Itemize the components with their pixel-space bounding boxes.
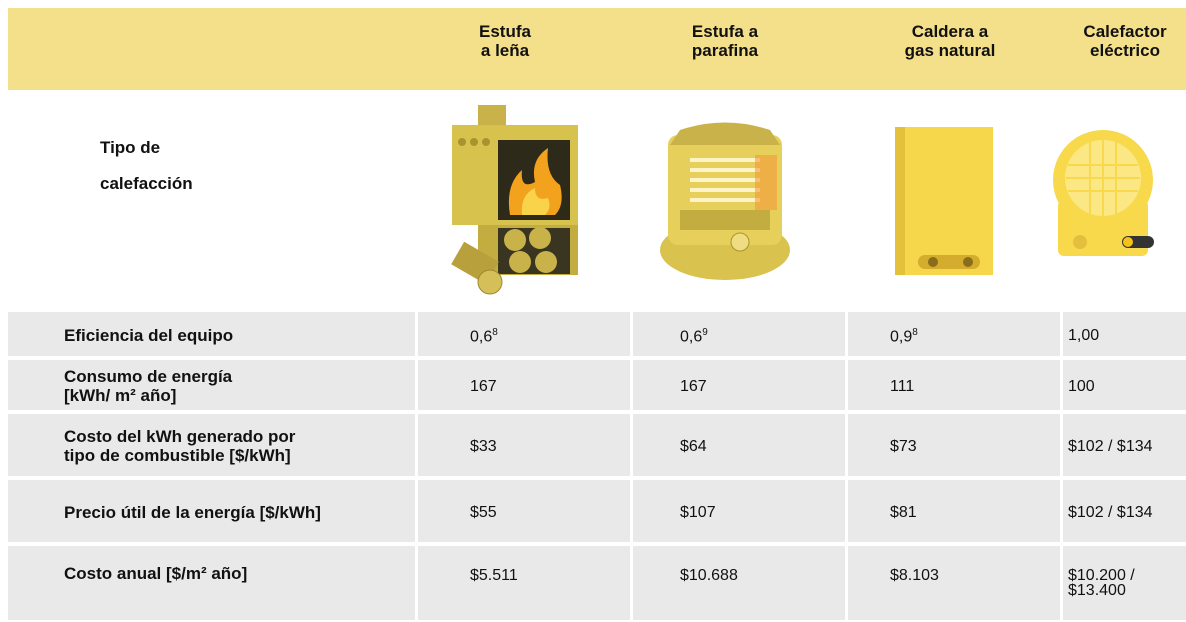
text-line: $81 [890, 505, 917, 520]
text-line: $107 [680, 505, 716, 520]
column-separator [1060, 546, 1063, 620]
text-line: Eficiencia del equipo [64, 326, 414, 345]
cell-value: $8.103 [890, 546, 939, 622]
text-line: eléctrico [1025, 41, 1186, 60]
text-line: $10.200 / [1068, 568, 1135, 583]
page: Tipo decalefacción Estufaa leña Estufa ap… [0, 0, 1186, 622]
text-line: 167 [470, 379, 497, 394]
cell-value: $33 [470, 414, 497, 478]
cell-value: 111 [890, 360, 914, 412]
cell-value: $64 [680, 414, 707, 478]
cell-value: 0,68 [470, 312, 498, 358]
text-line: gas natural [850, 41, 1050, 60]
column-separator [415, 546, 418, 620]
text-line: parafina [625, 41, 825, 60]
column-separator [1060, 312, 1063, 356]
text-line: Costo del kWh generado por [64, 427, 414, 446]
column-separator [630, 360, 633, 410]
text-line: Estufa a [625, 22, 825, 41]
column-separator [415, 312, 418, 356]
text-line: 100 [1068, 379, 1095, 394]
cell-value: 167 [680, 360, 707, 412]
column-separator [845, 414, 848, 476]
text-line: 111 [890, 379, 914, 394]
column-separator [1060, 480, 1063, 542]
cell-value: $10.200 /$13.400 [1068, 546, 1135, 622]
text-line: $13.400 [1068, 583, 1135, 598]
text-line: $8.103 [890, 568, 939, 583]
superscript: 9 [702, 327, 708, 338]
gas-boiler-icon [895, 127, 993, 275]
kerosene-heater-icon [660, 123, 790, 281]
column-separator [845, 546, 848, 620]
text-line: $33 [470, 439, 497, 454]
text-line: Consumo de energía [64, 367, 414, 386]
text-line: $64 [680, 439, 707, 454]
cell-value: $107 [680, 480, 716, 544]
column-separator [1060, 360, 1063, 410]
text-line: Calefactor [1025, 22, 1186, 41]
column-separator [630, 414, 633, 476]
row-label: Eficiencia del equipo [64, 312, 414, 358]
cell-value: $10.688 [680, 546, 738, 622]
column-separator [630, 546, 633, 620]
text-line: $55 [470, 505, 497, 520]
text-line: [kWh/ m² año] [64, 386, 414, 405]
text-line: Precio útil de la energía [$/kWh] [64, 503, 414, 522]
text-line: Costo anual [$/m² año] [64, 564, 414, 583]
text-line: $102 / $134 [1068, 505, 1153, 520]
column-separator [415, 414, 418, 476]
cell-value: $5.511 [470, 546, 518, 622]
text-line: $10.688 [680, 568, 738, 583]
text-line: Tipo de [100, 130, 300, 166]
cell-value: 0,69 [680, 312, 708, 358]
column-separator [1060, 414, 1063, 476]
superscript: 8 [912, 327, 918, 338]
cell-value: 0,98 [890, 312, 918, 358]
row-label: Consumo de energía[kWh/ m² año] [64, 360, 414, 412]
row-label: Precio útil de la energía [$/kWh] [64, 480, 414, 544]
electric-heater-icon [1053, 130, 1154, 256]
text-line: $5.511 [470, 568, 518, 583]
column-separator [630, 480, 633, 542]
cell-value: 100 [1068, 360, 1095, 412]
column-separator [845, 360, 848, 410]
text-line: 1,00 [1068, 328, 1099, 343]
text-line: Caldera a [850, 22, 1050, 41]
text-line: tipo de combustible [$/kWh] [64, 446, 414, 465]
cell-value: 167 [470, 360, 497, 412]
cell-value: $55 [470, 480, 497, 544]
row-label: Costo anual [$/m² año] [64, 546, 414, 622]
column-separator [415, 480, 418, 542]
text-line: $73 [890, 439, 917, 454]
text-line: $102 / $134 [1068, 439, 1153, 454]
text-line: 167 [680, 379, 707, 394]
text-line: 0,69 [680, 325, 708, 344]
text-line: a leña [405, 41, 605, 60]
text-line: Estufa [405, 22, 605, 41]
cell-value: 1,00 [1068, 312, 1099, 358]
superscript: 8 [492, 327, 498, 338]
cell-value: $102 / $134 [1068, 414, 1153, 478]
column-separator [415, 360, 418, 410]
column-separator [845, 480, 848, 542]
wood-stove-icon [451, 105, 578, 294]
text-line: 0,68 [470, 325, 498, 344]
column-separator [630, 312, 633, 356]
text-line: 0,98 [890, 325, 918, 344]
cell-value: $73 [890, 414, 917, 478]
cell-value: $81 [890, 480, 917, 544]
column-separator [845, 312, 848, 356]
cell-value: $102 / $134 [1068, 480, 1153, 544]
text-line: calefacción [100, 166, 300, 202]
